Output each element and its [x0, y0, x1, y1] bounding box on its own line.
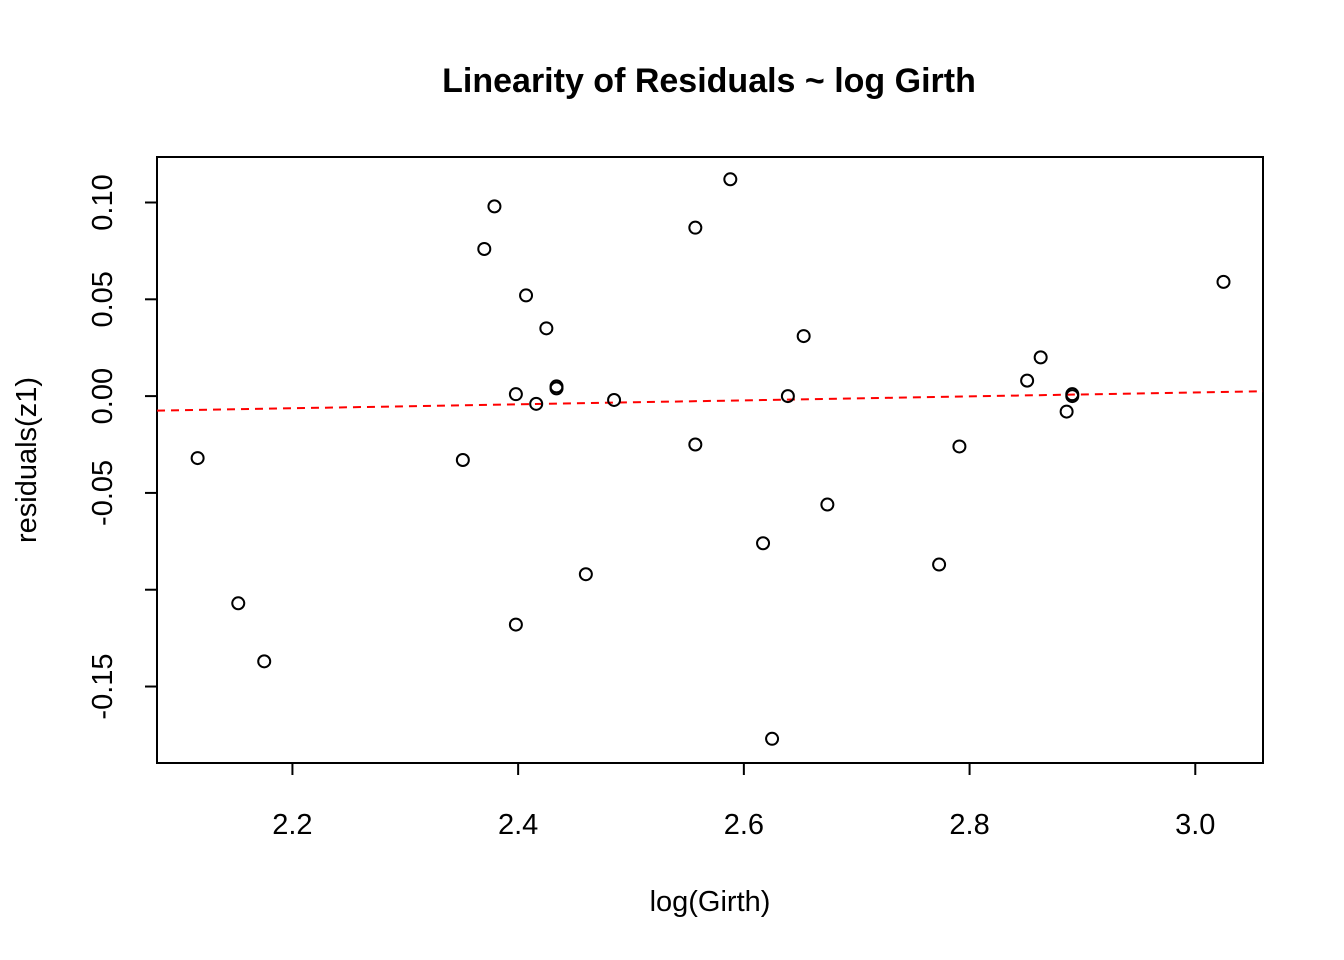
data-point: [1059, 404, 1074, 419]
data-point: [765, 731, 780, 746]
x-tick-label: 2.2: [272, 809, 312, 841]
y-tick-label: -0.05: [87, 460, 119, 526]
data-point: [508, 387, 523, 402]
x-tick-label: 2.6: [724, 809, 764, 841]
trend-layer: [156, 390, 1264, 412]
data-point: [607, 392, 622, 407]
data-point: [578, 567, 593, 582]
data-point: [477, 241, 492, 256]
plot-frame: [156, 156, 1264, 764]
y-tick-label: 0.05: [87, 271, 119, 327]
data-point: [756, 536, 771, 551]
x-axis: 2.2 2.4 2.6 2.8 3.0: [272, 763, 1215, 841]
data-point: [190, 451, 205, 466]
points-layer: [190, 172, 1231, 746]
chart-title: Linearity of Residuals ~ log Girth: [442, 62, 976, 100]
x-tick-label: 2.8: [949, 809, 989, 841]
data-point: [519, 288, 534, 303]
x-tick-label: 3.0: [1175, 809, 1215, 841]
data-point: [539, 321, 554, 336]
reference-line: [156, 390, 1264, 412]
data-point: [723, 172, 738, 187]
y-tick-label: 0.10: [87, 174, 119, 230]
data-point: [508, 617, 523, 632]
data-point: [1033, 350, 1048, 365]
data-point: [1216, 274, 1231, 289]
data-point: [455, 453, 470, 467]
x-axis-label: log(Girth): [650, 886, 771, 918]
data-point: [1065, 389, 1080, 404]
data-point: [688, 437, 703, 452]
data-point: [688, 220, 703, 235]
data-point: [796, 329, 811, 344]
data-point: [780, 389, 795, 404]
data-point: [932, 557, 947, 572]
data-point: [529, 396, 544, 411]
data-point: [549, 379, 564, 394]
y-tick-label: 0.00: [87, 368, 119, 424]
data-point: [231, 596, 246, 611]
data-point: [820, 497, 835, 512]
data-point: [1020, 373, 1035, 388]
y-axis: -0.15 -0.05 0.00 0.05 0.10: [87, 174, 157, 720]
y-axis-label: residuals(z1): [11, 377, 43, 543]
y-tick-label: -0.15: [87, 653, 119, 719]
data-point: [952, 439, 967, 454]
data-point: [257, 654, 272, 669]
data-point: [487, 199, 502, 214]
x-tick-label: 2.4: [498, 809, 538, 841]
